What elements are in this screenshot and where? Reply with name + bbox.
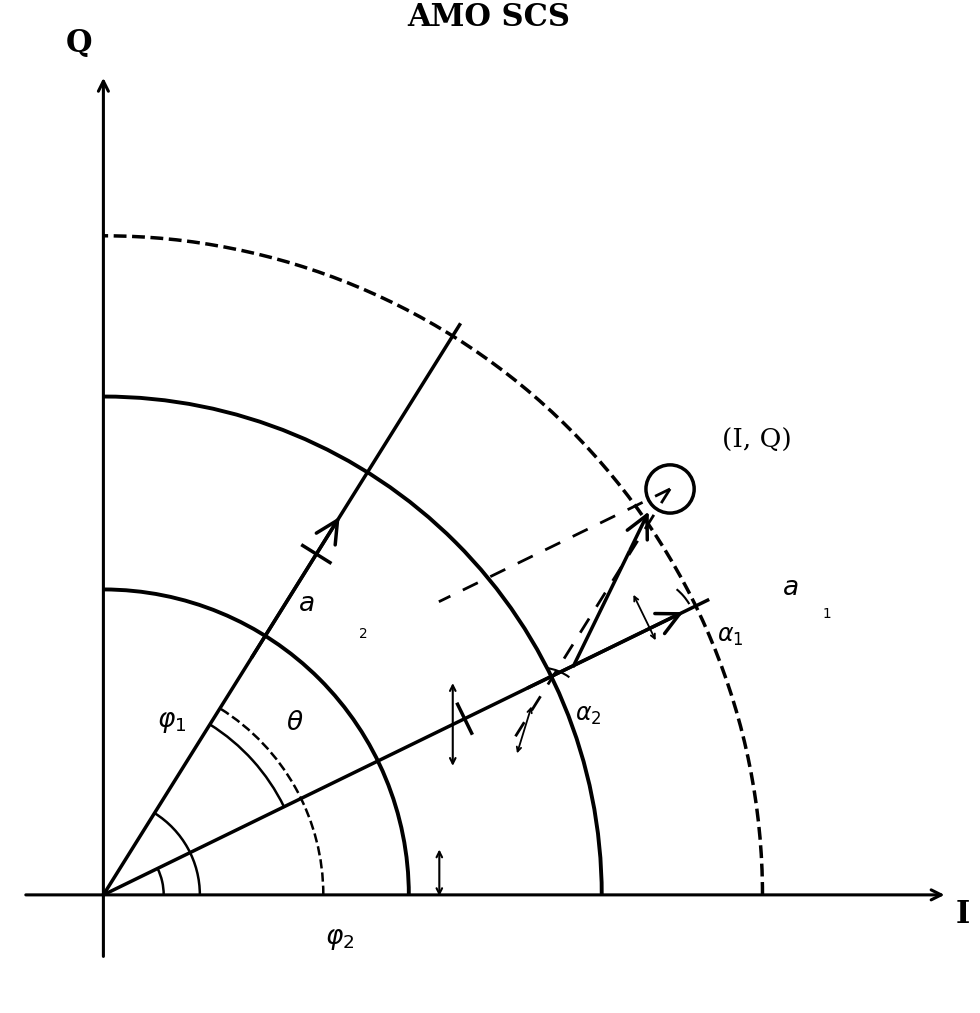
Text: $\theta$: $\theta$ bbox=[286, 710, 304, 735]
Text: $\varphi_2$: $\varphi_2$ bbox=[325, 927, 355, 951]
Text: $\alpha_1$: $\alpha_1$ bbox=[717, 625, 744, 648]
Text: I: I bbox=[956, 900, 969, 931]
Text: $\alpha_2$: $\alpha_2$ bbox=[575, 704, 602, 727]
Text: $_2$: $_2$ bbox=[358, 623, 368, 640]
Title: AMO SCS: AMO SCS bbox=[408, 2, 570, 32]
Text: $_1$: $_1$ bbox=[822, 603, 831, 621]
Text: $a$: $a$ bbox=[298, 591, 315, 616]
Text: Q: Q bbox=[66, 28, 92, 59]
Text: (I, Q): (I, Q) bbox=[722, 427, 792, 453]
Text: $\varphi_1$: $\varphi_1$ bbox=[157, 709, 186, 734]
Text: $a$: $a$ bbox=[782, 575, 799, 600]
